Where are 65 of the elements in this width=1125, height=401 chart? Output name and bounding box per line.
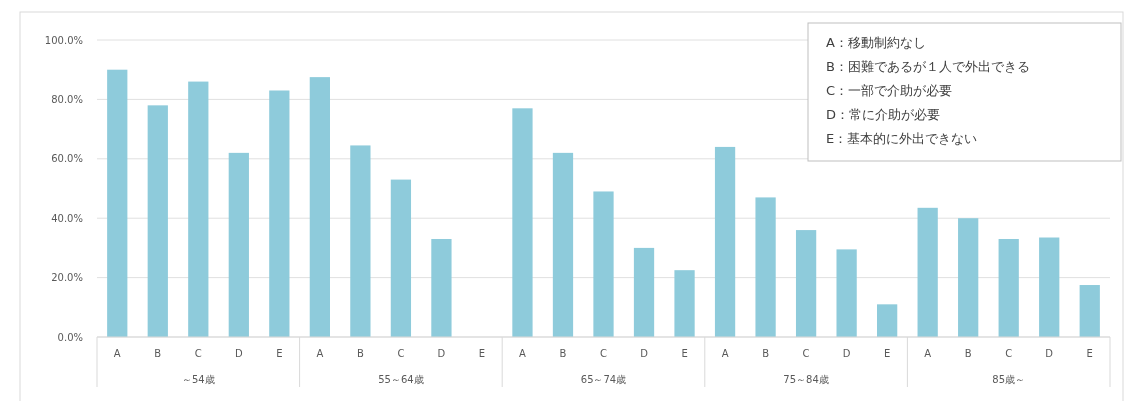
bar <box>877 304 898 337</box>
x-tick-label: A <box>721 348 729 359</box>
text: 65～74歳 <box>580 374 627 385</box>
x-tick-label: D <box>842 348 851 359</box>
annotation: B：困難であるが１人で外出できる <box>826 59 1030 74</box>
x-tick-label: D <box>234 348 243 359</box>
x-tick-label: E <box>276 348 283 359</box>
bar <box>1039 237 1060 337</box>
bar <box>917 207 938 337</box>
x-tick-label: D <box>437 348 446 359</box>
x-tick-label: A <box>113 348 121 359</box>
x-tick-label: C <box>802 348 810 359</box>
text: ～54歳 <box>181 374 215 385</box>
bar <box>188 81 209 337</box>
text: 55～64歳 <box>378 374 424 385</box>
x-tick-label: B <box>762 348 770 359</box>
bar <box>674 270 695 337</box>
x-tick-label: A <box>519 348 527 359</box>
x-tick-label: E <box>478 348 486 359</box>
x-tick-label: E <box>681 348 688 359</box>
x-tick-label: C <box>194 348 202 359</box>
bar <box>107 69 128 337</box>
bar <box>795 230 817 337</box>
annotation: A：移動制約なし <box>826 35 926 50</box>
bar <box>633 247 655 337</box>
annotation: E：基本的に外出できない <box>826 131 978 146</box>
bar <box>390 179 412 337</box>
x-tick-label: A <box>316 348 324 359</box>
bar <box>593 191 614 337</box>
bar <box>512 108 533 337</box>
x-tick-label: E <box>1086 348 1093 359</box>
annotation: C：一部で介助が必要 <box>826 83 953 98</box>
x-tick-label: D <box>1045 348 1054 359</box>
x-tick-label: A <box>924 348 932 359</box>
x-tick-label: B <box>154 348 162 359</box>
bar <box>958 218 979 337</box>
annotation: D：常に介助が必要 <box>826 107 941 122</box>
bar <box>552 152 574 337</box>
x-tick-label: B <box>559 348 567 359</box>
bar <box>269 90 290 337</box>
y-tick-label: 0.0% <box>57 331 83 343</box>
x-tick-label: B <box>964 348 972 359</box>
bar <box>1079 285 1100 337</box>
x-tick-label: C <box>397 348 405 359</box>
bar <box>998 238 1019 337</box>
bar <box>350 145 371 337</box>
y-tick-label: 100.0% <box>44 34 83 46</box>
x-tick-label: C <box>600 348 608 359</box>
y-tick-label: 60.0% <box>51 153 83 165</box>
y-tick-label: 40.0% <box>51 212 83 224</box>
x-tick-label: B <box>356 348 364 359</box>
x-tick-label: D <box>640 348 649 359</box>
bar <box>309 77 330 337</box>
bar <box>714 146 736 337</box>
x-tick-label: E <box>883 348 891 359</box>
y-tick-label: 20.0% <box>51 272 83 284</box>
x-tick-label: C <box>1005 348 1013 359</box>
text: 75～84歳 <box>783 374 829 385</box>
bar <box>755 197 776 337</box>
bar <box>228 152 249 337</box>
bar <box>836 249 857 337</box>
bar <box>147 105 168 337</box>
y-tick-label: 80.0% <box>51 93 83 105</box>
text: 85歳～ <box>992 374 1026 385</box>
bar <box>431 238 452 337</box>
